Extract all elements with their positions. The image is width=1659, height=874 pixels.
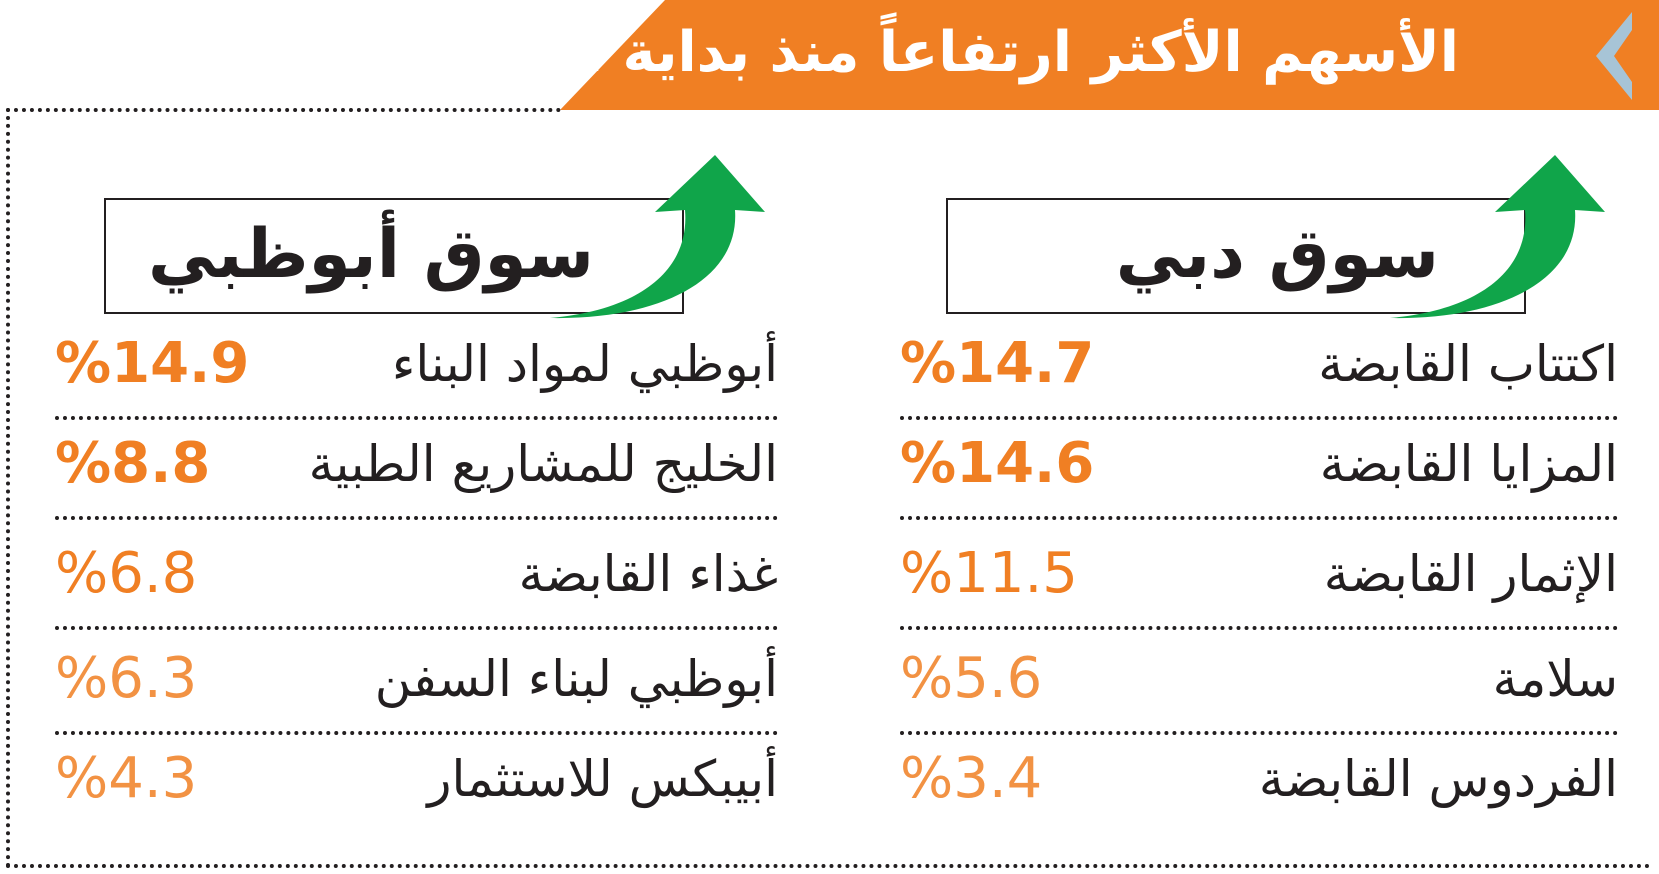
percent-change: %3.4 — [900, 746, 1043, 811]
table-row: المزايا القابضة %14.6 — [900, 420, 1618, 520]
company-name: المزايا القابضة — [1319, 435, 1618, 493]
market-box-dubai — [946, 198, 1526, 314]
green-up-arrow-icon — [1390, 155, 1605, 319]
table-row: الإثمار القابضة %11.5 — [900, 530, 1618, 630]
divider — [6, 108, 561, 112]
percent-change: %6.3 — [55, 646, 198, 711]
percent-change: %14.6 — [900, 431, 1095, 496]
table-row: أبيبكس للاستثمار %4.3 — [55, 735, 778, 835]
row-divider — [55, 731, 778, 735]
company-name: الفردوس القابضة — [1258, 750, 1618, 808]
row-divider — [900, 626, 1618, 630]
table-row: سلامة %5.6 — [900, 635, 1618, 735]
row-divider — [55, 626, 778, 630]
percent-change: %8.8 — [55, 431, 211, 496]
table-row: غذاء القابضة %6.8 — [55, 530, 778, 630]
company-name: الإثمار القابضة — [1323, 545, 1618, 603]
row-divider — [55, 416, 778, 420]
percent-change: %14.9 — [55, 331, 250, 396]
percent-change: %4.3 — [55, 746, 198, 811]
content-frame — [6, 108, 1651, 868]
row-divider — [900, 516, 1618, 520]
company-name: الخليج للمشاريع الطبية — [308, 435, 778, 493]
row-divider — [55, 516, 778, 520]
company-name: اكتتاب القابضة — [1318, 335, 1618, 393]
company-name: غذاء القابضة — [518, 545, 778, 603]
row-divider — [900, 416, 1618, 420]
company-name: سلامة — [1492, 650, 1618, 708]
table-row: أبوظبي لمواد البناء %14.9 — [55, 320, 778, 420]
market-box-abudhabi — [104, 198, 684, 314]
table-row: أبوظبي لبناء السفن %6.3 — [55, 635, 778, 735]
percent-change: %11.5 — [900, 541, 1078, 606]
chevron-left-icon — [1596, 12, 1632, 100]
market-title-dubai: سوق دبي — [1115, 215, 1439, 294]
table-row: الخليج للمشاريع الطبية %8.8 — [55, 420, 778, 520]
header-banner — [560, 0, 1659, 110]
table-row: الفردوس القابضة %3.4 — [900, 735, 1618, 835]
header-banner-shape — [560, 0, 1659, 110]
green-up-arrow-icon — [550, 155, 765, 319]
company-name: أبيبكس للاستثمار — [427, 750, 778, 808]
table-row: اكتتاب القابضة %14.7 — [900, 320, 1618, 420]
company-name: أبوظبي لمواد البناء — [391, 335, 778, 393]
row-divider — [900, 731, 1618, 735]
market-title-abudhabi: سوق أبوظبي — [147, 215, 594, 294]
percent-change: %14.7 — [900, 331, 1095, 396]
page-title: الأسهم الأكثر ارتفاعاً منذ بداية أبريل — [456, 20, 1459, 85]
percent-change: %6.8 — [55, 541, 198, 606]
company-name: أبوظبي لبناء السفن — [374, 650, 778, 708]
percent-change: %5.6 — [900, 646, 1043, 711]
